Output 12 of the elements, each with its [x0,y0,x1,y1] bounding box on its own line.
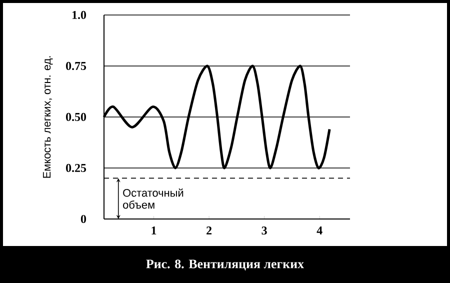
x-tick-label: 4 [316,226,322,234]
y-tick-label: 0 [80,214,86,224]
annotation: Остаточный объем [123,188,184,209]
x-tick-label: 3 [262,226,267,235]
x-tick-label: 1 [152,226,156,234]
y-tick-label: 0.25 [66,164,86,172]
y-tick-label: 0.50 [66,112,86,122]
y-axis-title: Емкость легких, отн. ед. [43,56,53,178]
x-tick-label: 2 [206,226,212,234]
y-tick-label: 1.0 [72,10,86,20]
text: Рис. 8. Вентиляция легких [146,260,304,270]
y-tick-label: 0.75 [66,62,86,70]
